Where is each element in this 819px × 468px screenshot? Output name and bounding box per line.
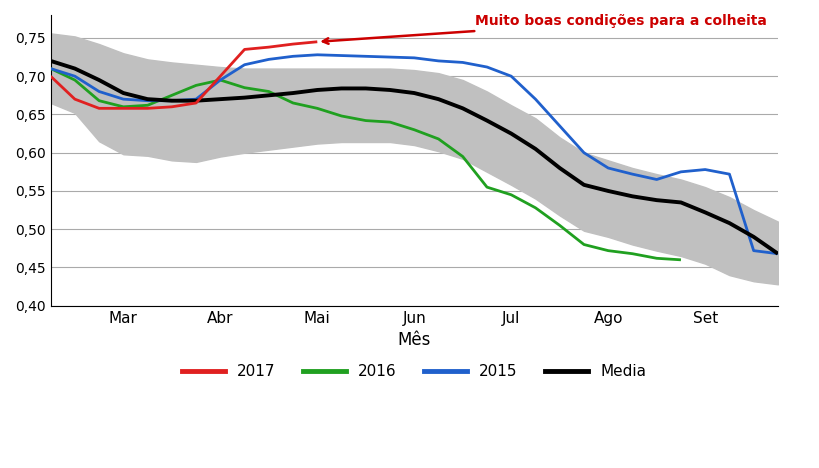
Text: Muito boas condições para a colheita: Muito boas condições para a colheita [323,14,766,44]
Legend: 2017, 2016, 2015, Media: 2017, 2016, 2015, Media [176,358,652,385]
X-axis label: Mês: Mês [397,331,431,349]
